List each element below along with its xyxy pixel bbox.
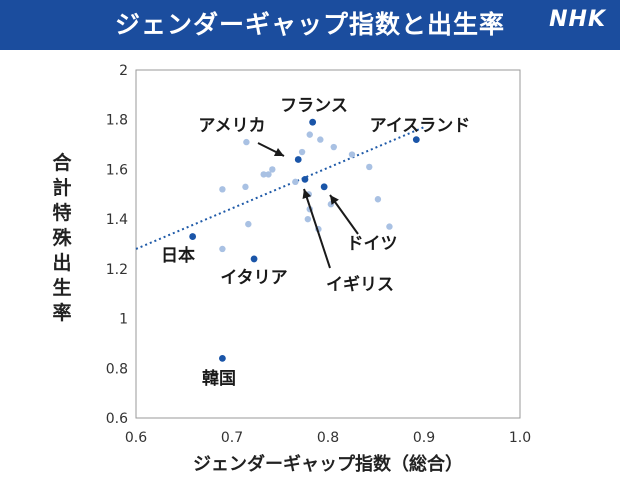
country-label: イタリア [220,268,287,288]
data-point [269,166,276,173]
plot-frame [135,69,521,419]
highlight-point [309,118,317,126]
annotation-arrowhead [273,147,284,156]
country-label: ドイツ [347,234,398,254]
annotation-arrowhead [302,189,312,199]
y-tick-label: 1 [119,312,128,328]
y-tick-label: 0.6 [106,411,128,427]
y-tick-label: 1.6 [106,162,128,178]
data-point [386,223,393,230]
data-point [245,220,252,228]
y-tick-label: 0.8 [106,361,128,377]
data-point [292,178,299,186]
annotation-arrowhead [330,195,339,205]
highlight-point [294,156,302,163]
trend-line [135,126,425,250]
y-tick-label: 1.2 [106,262,128,278]
data-point [219,186,226,193]
country-label: アイスランド [370,116,471,136]
y-tick-label: 1.8 [106,113,128,129]
x-tick-label: 0.9 [413,430,435,446]
data-point [330,143,337,151]
highlight-point [301,175,309,183]
data-point [265,171,272,178]
country-label: 日本 [161,245,195,266]
country-label: 韓国 [202,368,236,389]
data-point [260,171,267,178]
highlight-point [250,255,258,263]
country-label: アメリカ [198,116,265,136]
x-tick-label: 0.7 [221,430,243,446]
data-point [306,131,313,138]
header-bar [0,0,620,50]
highlight-point [219,354,226,362]
data-point [219,245,226,253]
y-axis-label: 合計特殊出生率 [52,151,72,324]
country-label: イギリス [326,275,394,295]
annotation-arrow [303,188,331,269]
y-tick-label: 1.4 [106,212,128,228]
chart-title: ジェンダーギャップ指数と出生率 [114,10,505,39]
data-point [317,136,324,143]
highlight-point [412,136,420,144]
x-axis-label: ジェンダーギャップ指数（総合） [193,453,463,475]
data-point [298,148,306,156]
data-point [374,196,382,203]
data-point [242,183,249,191]
data-point [366,163,373,171]
x-tick-label: 0.8 [317,430,339,446]
data-point [348,151,356,158]
nhk-logo: NHK [549,7,606,32]
data-point [304,215,312,223]
highlight-point [189,233,197,240]
x-tick-label: 1.0 [509,430,531,446]
x-tick-label: 0.6 [125,430,147,446]
data-point [243,138,250,146]
y-tick-label: 2 [119,63,128,79]
highlight-point [320,183,328,191]
country-label: フランス [280,96,348,116]
